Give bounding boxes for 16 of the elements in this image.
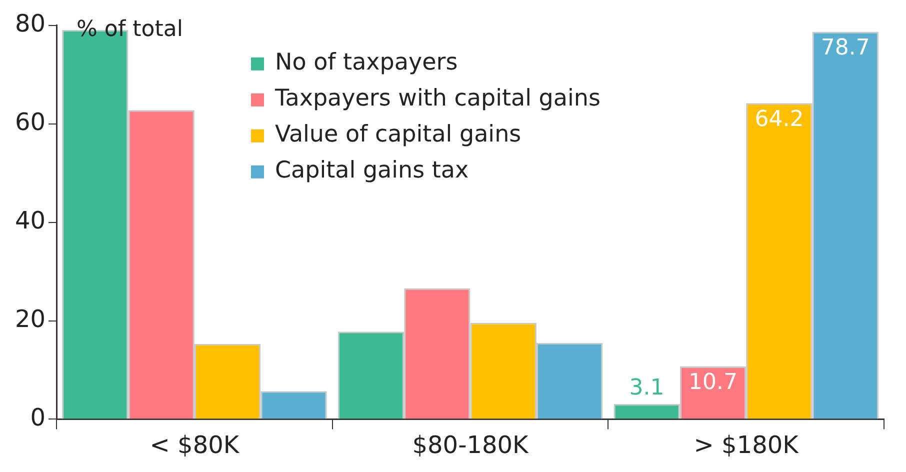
y-tick-label: 0 <box>30 403 46 432</box>
legend-label: Capital gains tax <box>274 157 469 184</box>
x-tick-label: > $180K <box>694 430 800 459</box>
y-tick-label: 80 <box>14 10 46 38</box>
y-tick-label: 40 <box>14 206 46 235</box>
data-label: 3.1 <box>629 376 664 401</box>
data-label: 78.7 <box>820 36 870 61</box>
legend-label: Value of capital gains <box>274 121 522 148</box>
legend-label: No of taxpayers <box>274 49 458 76</box>
data-label: 10.7 <box>688 370 738 396</box>
legend-label: Taxpayers with capital gains <box>274 85 600 112</box>
y-tick-label: 60 <box>14 108 46 136</box>
y-tick-label: 20 <box>14 304 46 333</box>
x-tick-label: < $80K <box>150 430 240 459</box>
data-label: 64.2 <box>754 106 804 132</box>
x-tick-label: $80-180K <box>412 430 530 459</box>
